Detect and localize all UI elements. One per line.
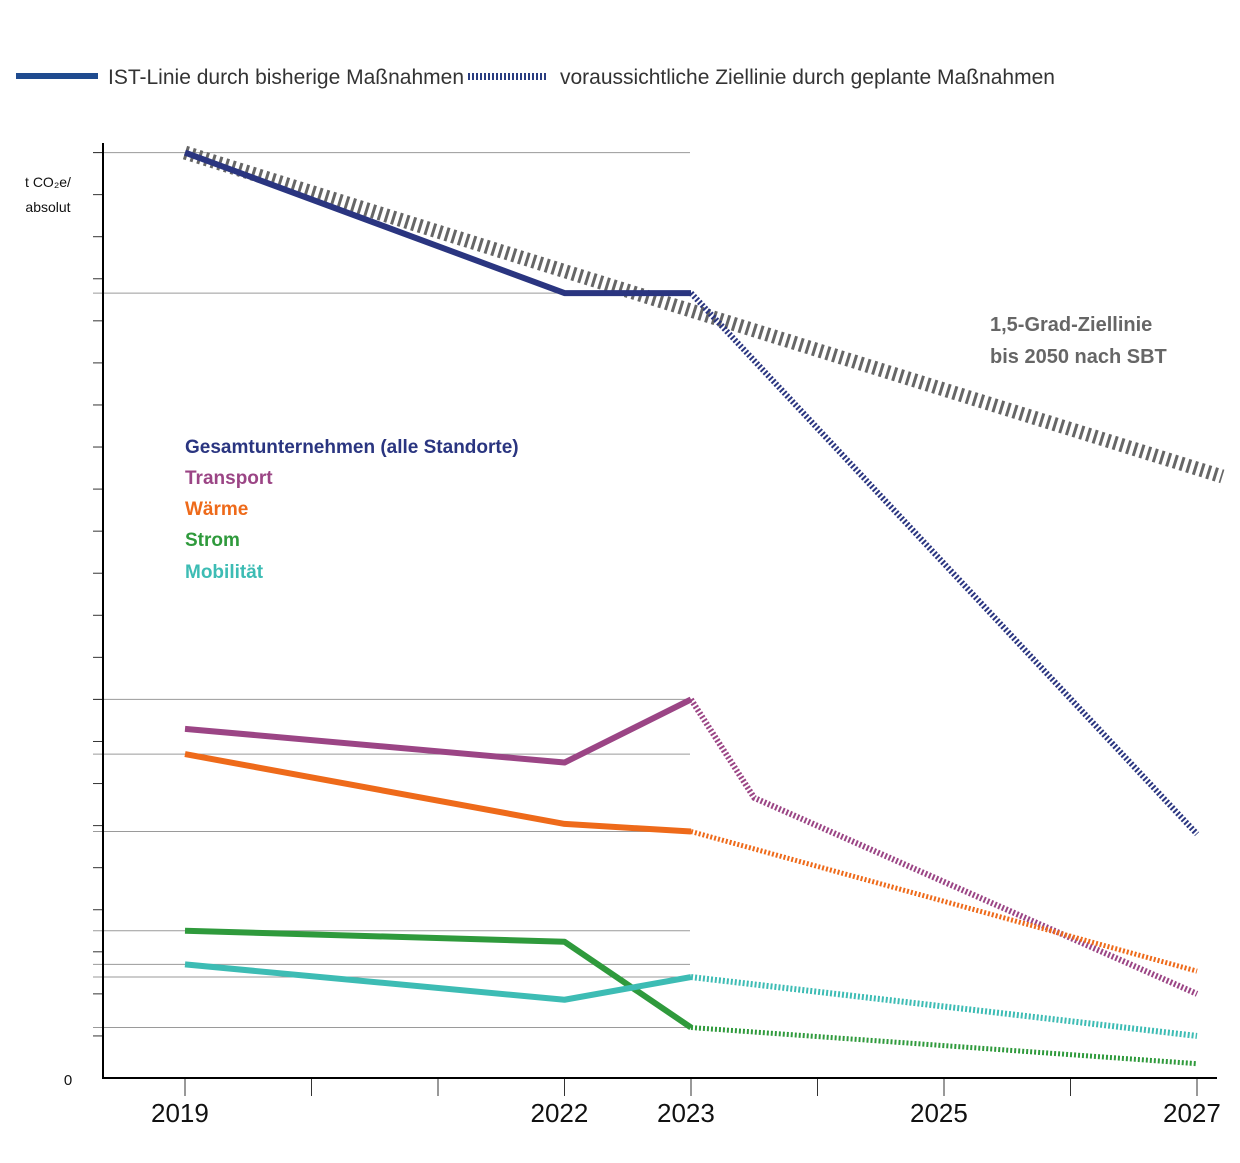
x-tick-label: 2019	[151, 1098, 209, 1128]
target-annotation-line1: 1,5-Grad-Ziellinie	[990, 314, 1152, 336]
y-axis-unit-line2: absolut	[25, 199, 70, 215]
series-transport-actual	[184, 696, 693, 766]
series-gesamt-actual	[183, 149, 691, 297]
x-tick-label: 2022	[531, 1098, 589, 1128]
series-labels: Gesamtunternehmen (alle Standorte) Trans…	[185, 437, 519, 583]
label-strom: Strom	[185, 530, 240, 551]
x-tick-label: 2027	[1163, 1098, 1221, 1128]
series-strom-actual	[184, 927, 693, 1031]
y-axis-unit-line1: t CO₂e/	[25, 174, 71, 190]
legend-actual-label: IST-Linie durch bisherige Maßnahmen	[108, 66, 464, 89]
series-gesamt-planned	[688, 291, 1200, 837]
label-waerme: Wärme	[185, 499, 248, 520]
x-axis-labels: 2019 2022 2023 2025 2027	[151, 1098, 1221, 1128]
target-annotation-line2: bis 2050 nach SBT	[990, 346, 1167, 368]
target-line-group	[182, 145, 1225, 484]
label-transport: Transport	[185, 468, 273, 489]
series-waerme-actual	[184, 751, 692, 835]
series-waerme-planned	[690, 829, 1198, 974]
series-mobilitaet-planned	[690, 974, 1198, 1039]
series-strom-planned	[690, 1025, 1198, 1067]
y-axis-zero-label: 0	[64, 1072, 72, 1089]
legend-planned-label: voraussichtliche Ziellinie durch geplant…	[560, 66, 1055, 89]
axis-ticks	[93, 152, 1198, 1096]
x-tick-label: 2023	[657, 1098, 715, 1128]
label-gesamt: Gesamtunternehmen (alle Standorte)	[185, 437, 519, 458]
target-line	[182, 145, 1225, 484]
series-transport-planned	[688, 697, 1199, 997]
series-group	[183, 149, 1200, 1067]
series-mobilitaet-actual	[184, 961, 692, 1003]
label-mobilitaet: Mobilität	[185, 562, 264, 583]
legend-planned-swatch	[466, 73, 548, 80]
x-tick-label: 2025	[910, 1098, 968, 1128]
legend: IST-Linie durch bisherige Maßnahmen vora…	[16, 66, 1055, 89]
